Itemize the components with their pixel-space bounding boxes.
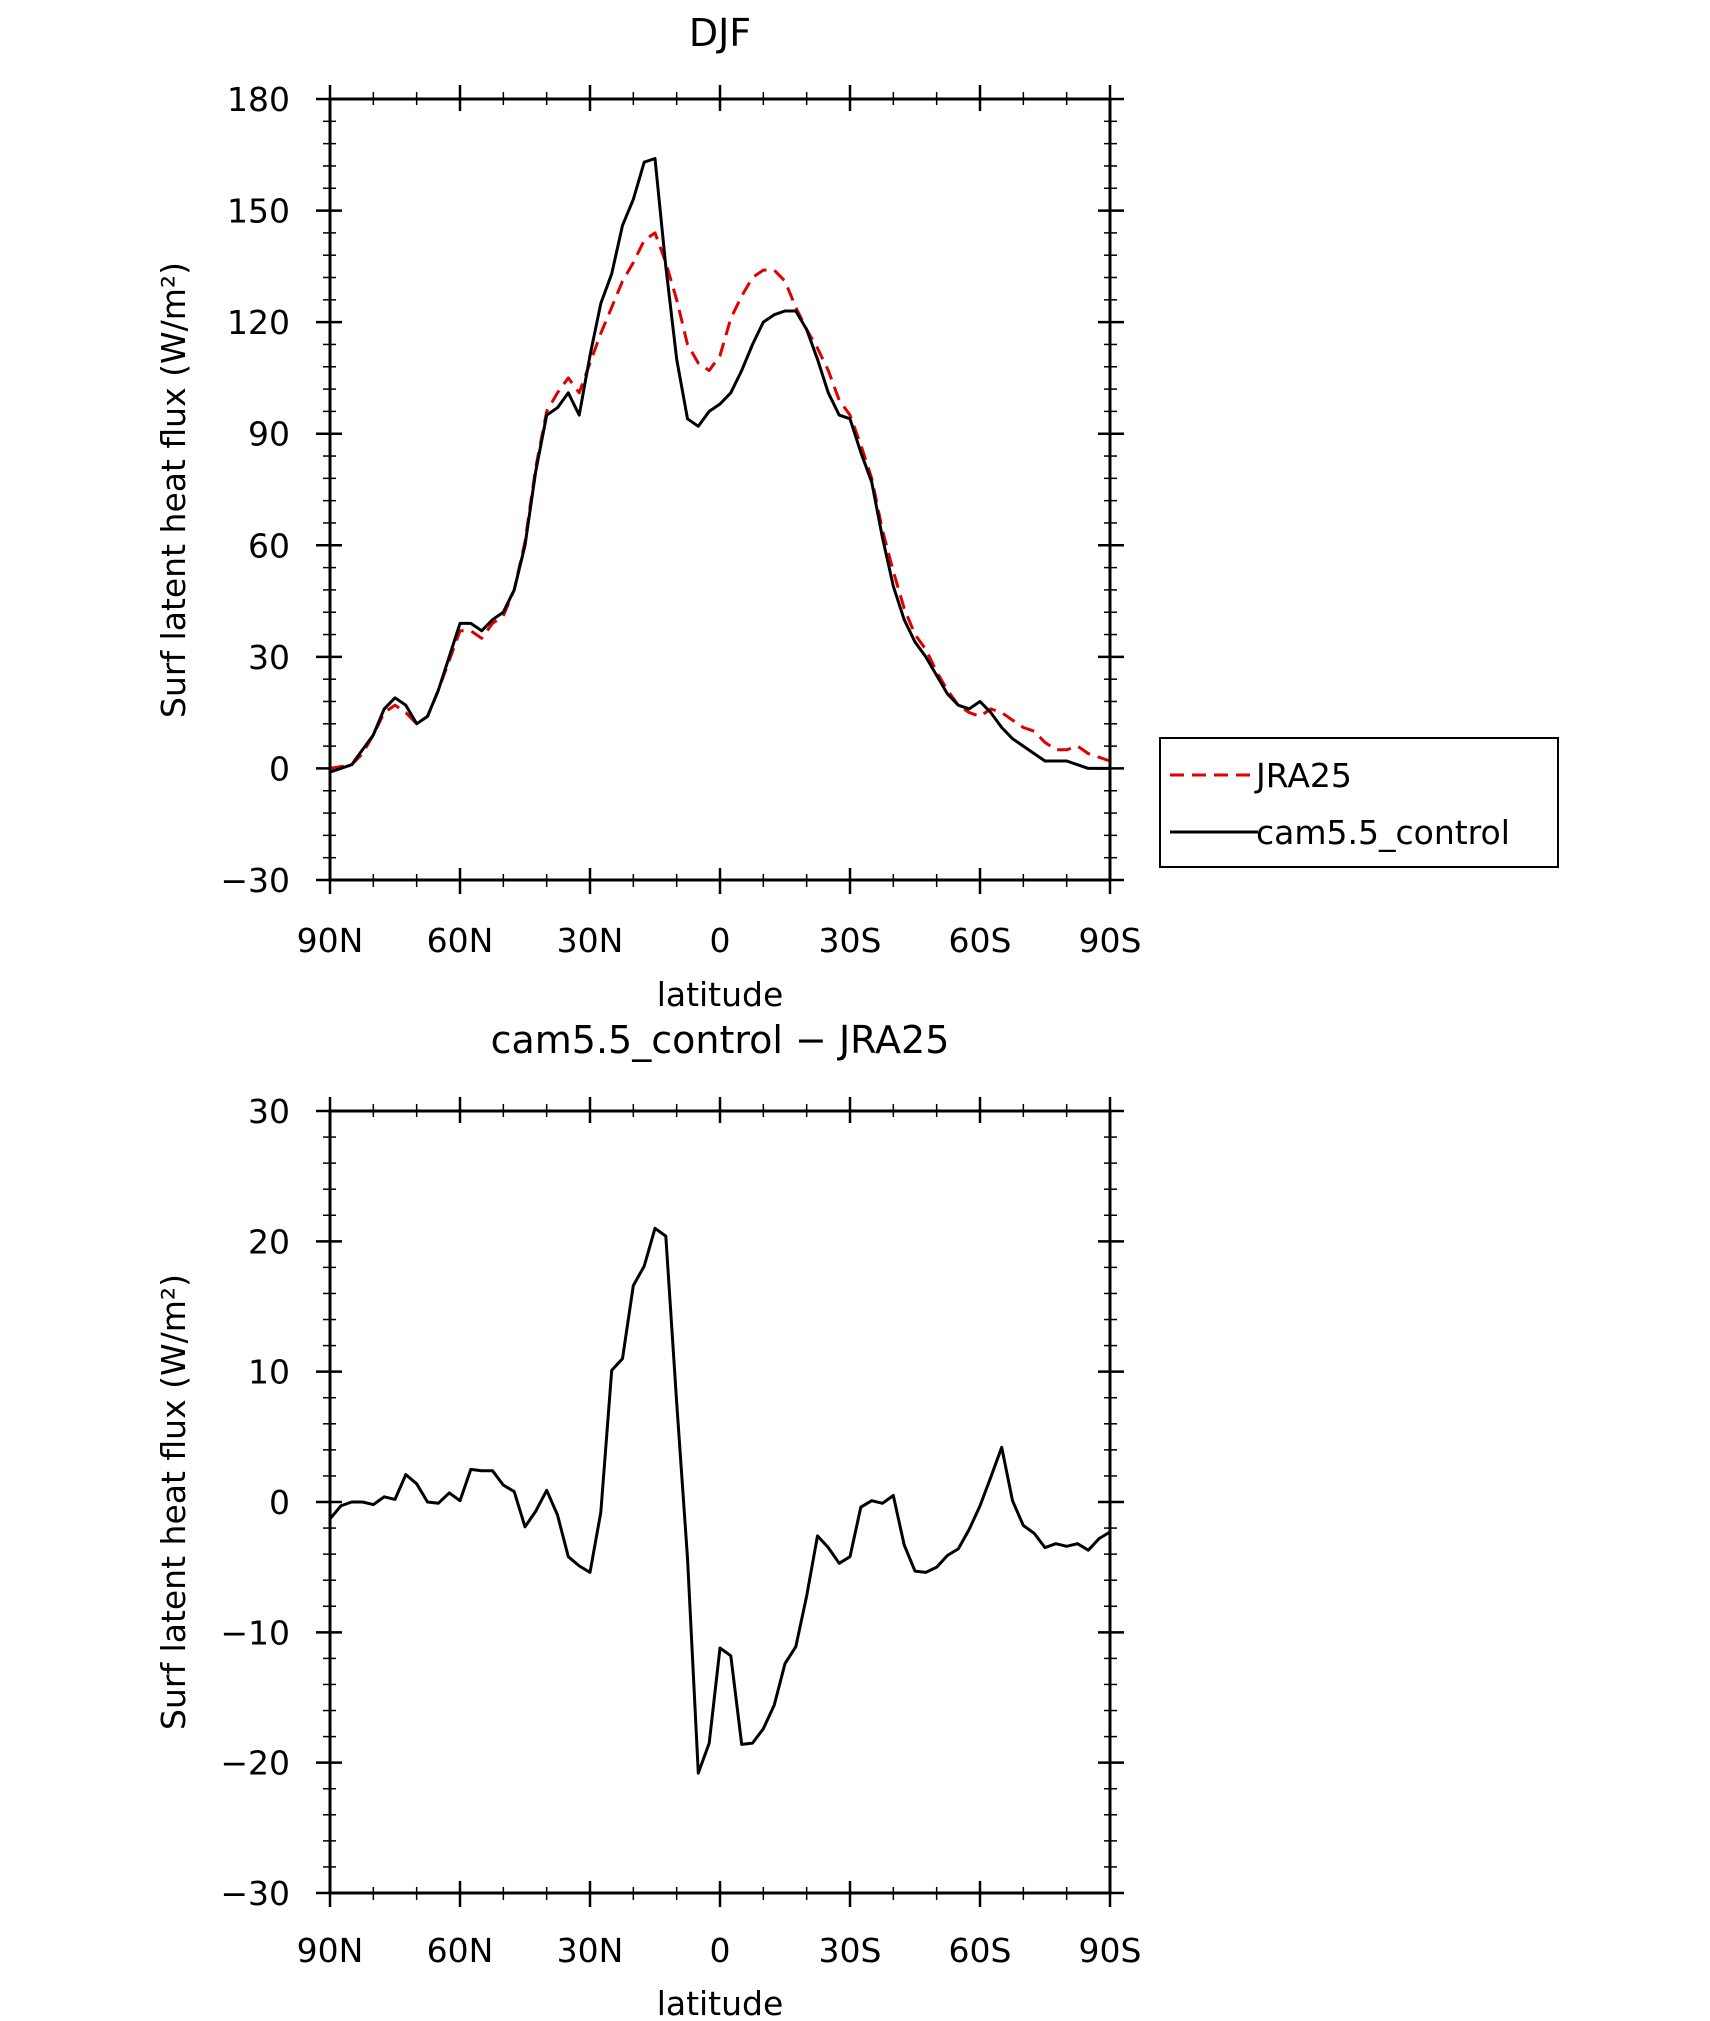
bottom-plot-frame <box>328 1109 1112 1895</box>
top-panel: DJF 180 150 120 90 60 30 0 −30 90N 60N 30N 0 30S 60S… <box>154 11 1559 1014</box>
bottom-y-tick-label: −10 <box>220 1613 290 1652</box>
top-x-tick-label: 0 <box>710 921 731 960</box>
top-x-tick-label: 60S <box>949 921 1012 960</box>
bottom-x-tick-label: 60N <box>427 1931 494 1970</box>
top-series-line-cam5-5-control <box>329 157 1110 774</box>
bottom-series-group <box>328 1226 1111 1775</box>
bottom-y-tick-label: 0 <box>269 1483 290 1522</box>
top-y-tick-label: 120 <box>227 303 290 342</box>
top-y-tick-label: 0 <box>269 749 290 788</box>
top-y-tick-label: 150 <box>227 192 290 231</box>
legend-label-cam55-control: cam5.5_control <box>1256 813 1510 852</box>
top-plot-title: DJF <box>689 11 751 55</box>
bottom-x-tick-labels: 90N 60N 30N 0 30S 60S 90S <box>297 1931 1142 1970</box>
top-x-tick-label: 30S <box>819 921 882 960</box>
top-x-tick-label: 30N <box>557 921 624 960</box>
bottom-x-tick-label: 30N <box>557 1931 624 1970</box>
top-y-tick-labels: 180 150 120 90 60 30 0 −30 <box>220 80 290 900</box>
top-y-tick-label: 60 <box>248 526 290 565</box>
top-y-axis-title: Surf latent heat flux (W/m²) <box>154 262 193 718</box>
bottom-x-tick-label: 90N <box>297 1931 364 1970</box>
legend-box <box>1159 737 1559 868</box>
bottom-plot-title: cam5.5_control − JRA25 <box>491 1018 950 1062</box>
top-ticks <box>316 85 1124 894</box>
top-y-tick-label: 180 <box>227 80 290 119</box>
top-y-tick-label: −30 <box>220 861 290 900</box>
top-y-tick-label: 30 <box>248 638 290 677</box>
top-series-line-jra25 <box>329 231 1111 770</box>
top-series-group <box>329 157 1111 774</box>
bottom-x-tick-label: 60S <box>949 1931 1012 1970</box>
top-x-axis-title: latitude <box>657 975 784 1014</box>
bottom-y-tick-labels: 30 20 10 0 −10 −20 −30 <box>220 1092 290 1913</box>
bottom-y-tick-label: 20 <box>248 1222 290 1261</box>
legend-label-jra25: JRA25 <box>1254 756 1352 795</box>
legend: JRA25 cam5.5_control <box>1159 737 1559 868</box>
bottom-x-tick-label: 90S <box>1079 1931 1142 1970</box>
bottom-y-tick-label: 30 <box>248 1092 290 1131</box>
bottom-y-tick-label: −30 <box>220 1874 290 1913</box>
bottom-series-line-difference <box>328 1226 1111 1775</box>
top-x-tick-label: 60N <box>427 921 494 960</box>
top-y-tick-label: 90 <box>248 415 290 454</box>
top-x-tick-label: 90S <box>1079 921 1142 960</box>
bottom-y-tick-label: −20 <box>220 1744 290 1783</box>
bottom-x-axis-title: latitude <box>657 1984 784 2021</box>
bottom-panel: cam5.5_control − JRA25 3020100−10−20−30 … <box>154 1018 1141 2021</box>
bottom-x-tick-label: 0 <box>710 1931 731 1970</box>
bottom-y-tick-label: 10 <box>248 1353 290 1392</box>
bottom-y-axis-title: Surf latent heat flux (W/m²) <box>154 1274 193 1730</box>
top-plot-frame <box>328 97 1112 882</box>
bottom-x-tick-label: 30S <box>819 1931 882 1970</box>
top-x-tick-label: 90N <box>297 921 364 960</box>
top-x-tick-labels: 90N 60N 30N 0 30S 60S 90S <box>297 921 1142 960</box>
